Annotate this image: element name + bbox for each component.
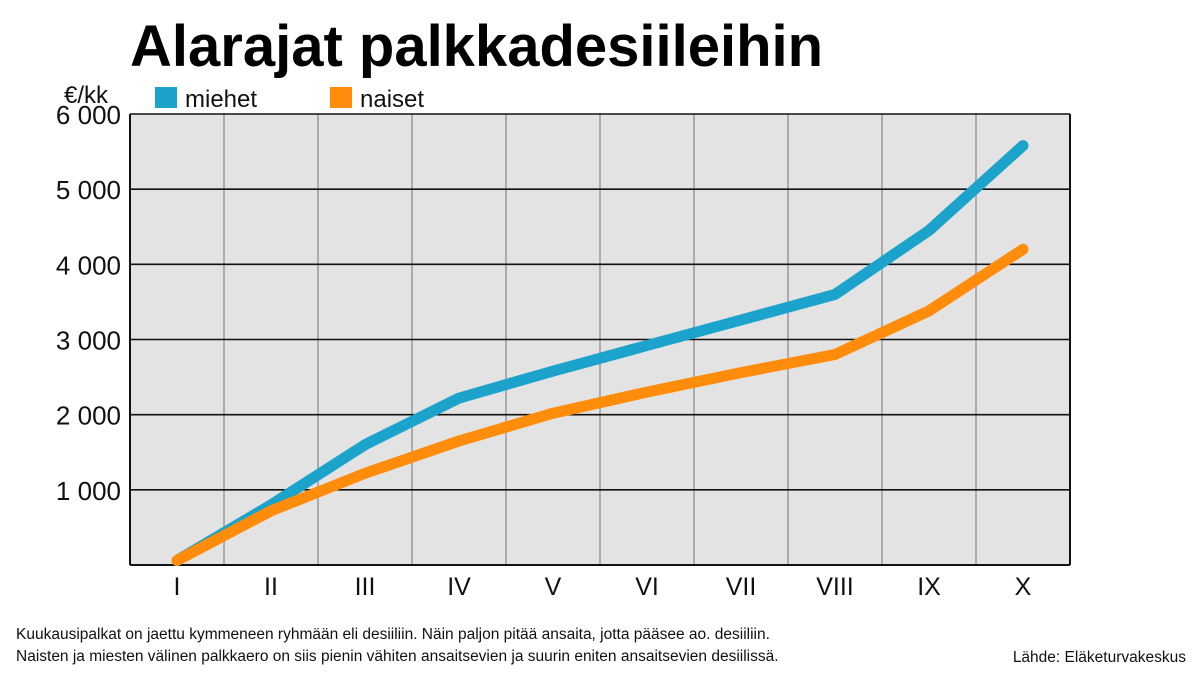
axes — [129, 114, 1071, 566]
legend-swatch — [155, 87, 177, 108]
chart-title: Alarajat palkkadesiileihin — [130, 14, 823, 79]
x-tick-label: VII — [726, 573, 757, 601]
x-tick-label: II — [264, 573, 278, 601]
grid — [130, 113, 1070, 565]
x-tick-labels: I II III IV V VI VII VIII IX X — [174, 573, 1032, 601]
x-tick-label: VIII — [816, 573, 854, 601]
x-tick-label: V — [545, 573, 562, 601]
legend-swatch — [330, 87, 352, 108]
x-tick-label: VI — [635, 573, 659, 601]
y-tick-label: 3 000 — [56, 326, 121, 356]
x-tick-label: IV — [447, 573, 471, 601]
legend-label: miehet — [185, 86, 257, 113]
y-tick-labels: 1 000 2 000 3 000 4 000 5 000 6 000 — [56, 100, 121, 506]
y-tick-label: 2 000 — [56, 401, 121, 431]
x-tick-label: IX — [917, 573, 941, 601]
y-tick-label: 4 000 — [56, 250, 121, 280]
series-line-naiset — [171, 243, 1029, 566]
y-tick-label: 6 000 — [56, 100, 121, 130]
y-tick-label: 5 000 — [56, 175, 121, 205]
caption-line-2: Naisten ja miesten välinen palkkaero on … — [16, 648, 779, 665]
caption-line-1: Kuukausipalkat on jaettu kymmeneen ryhmä… — [16, 626, 770, 643]
source-note: Lähde: Eläketurvakeskus — [1012, 649, 1186, 666]
y-tick-label: 1 000 — [56, 476, 121, 506]
x-tick-label: X — [1015, 573, 1032, 601]
caption: Kuukausipalkat on jaettu kymmeneen ryhmä… — [16, 624, 779, 668]
series-lines — [171, 140, 1029, 566]
series-line-miehet — [171, 140, 1029, 566]
x-tick-label: I — [174, 573, 181, 601]
x-tick-label: III — [355, 573, 376, 601]
legend: miehet naiset — [155, 86, 424, 113]
y-axis-unit: €/kk — [64, 82, 109, 109]
legend-label: naiset — [360, 86, 424, 113]
